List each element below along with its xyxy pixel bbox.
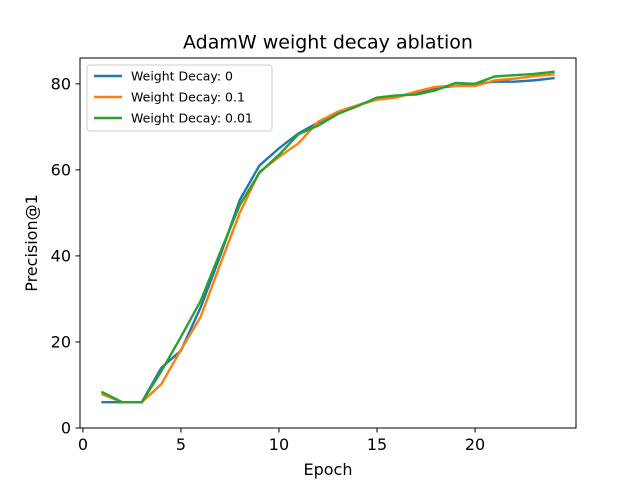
legend-box [86, 64, 273, 132]
legend-label-1: Weight Decay: 0 [131, 69, 233, 84]
legend-label-3: Weight Decay: 0.01 [131, 111, 253, 126]
x-axis-title: Epoch [304, 460, 353, 479]
x-tick-label-2: 10 [269, 435, 289, 454]
series-line-3 [100, 70, 555, 404]
plot-frame [79, 57, 577, 429]
y-axis-title: Precision@1 [22, 194, 41, 292]
legend: Weight Decay: 0 Weight Decay: 0.1 Weight D… [86, 64, 273, 132]
series-layer [100, 70, 555, 404]
x-tick-label-1: 5 [176, 435, 186, 454]
series-line-2 [100, 73, 555, 404]
y-tick-label-4: 80 [51, 74, 71, 93]
y-tick-label-0: 0 [61, 419, 71, 438]
y-tick-label-2: 40 [51, 246, 71, 265]
y-axis: 0 20 40 60 80 [51, 74, 80, 438]
x-tick-label-4: 20 [465, 435, 485, 454]
y-tick-label-1: 20 [51, 332, 71, 351]
x-tick-label-3: 15 [367, 435, 387, 454]
legend-label-2: Weight Decay: 0.1 [131, 90, 245, 105]
x-axis: 0 5 10 15 20 [78, 428, 485, 454]
chart-title: AdamW weight decay ablation [183, 32, 473, 54]
x-tick-label-0: 0 [78, 435, 88, 454]
y-tick-label-3: 60 [51, 160, 71, 179]
